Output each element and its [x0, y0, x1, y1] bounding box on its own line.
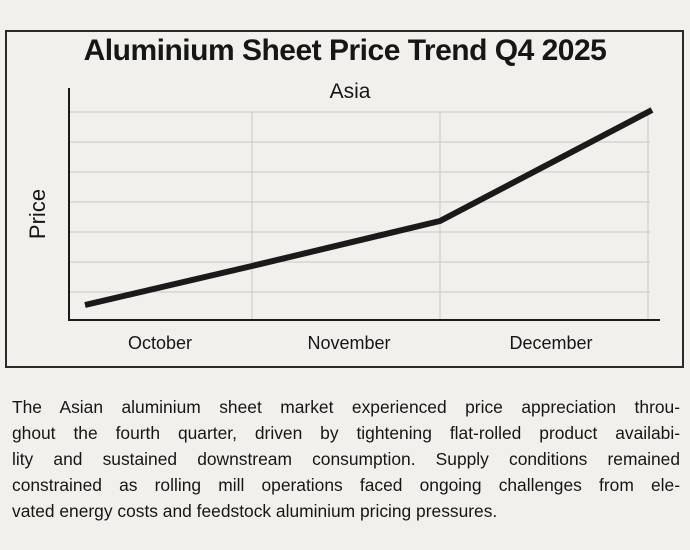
price-line: [84, 107, 654, 308]
chart-title: Aluminium Sheet Price Trend Q4 2025: [83, 34, 607, 67]
x-tick-label: December: [509, 333, 593, 353]
x-tick-label: October: [127, 333, 193, 353]
description-line: The Asian aluminium sheet market experie…: [12, 397, 680, 417]
description-line: vated energy costs and feedstock alumini…: [12, 501, 498, 521]
description-paragraph: The Asian aluminium sheet market experie…: [12, 394, 680, 524]
chart-frame: [5, 30, 684, 368]
description-line: constrained as rolling mill operations f…: [12, 475, 680, 495]
plot-area: [68, 88, 660, 321]
description-line: lity and sustained downstream consumptio…: [12, 449, 680, 469]
description-line: ghout the fourth quarter, driven by tigh…: [12, 423, 680, 443]
chart-subtitle: Asia: [329, 80, 371, 103]
x-tick-label: November: [307, 333, 391, 353]
